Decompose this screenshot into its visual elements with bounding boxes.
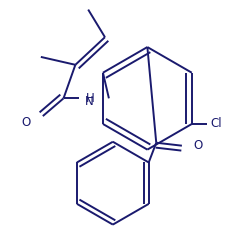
Text: O: O [193, 139, 202, 152]
Text: H: H [86, 92, 95, 105]
Text: Cl: Cl [210, 118, 221, 130]
Text: N: N [85, 95, 94, 108]
Text: O: O [22, 117, 31, 129]
